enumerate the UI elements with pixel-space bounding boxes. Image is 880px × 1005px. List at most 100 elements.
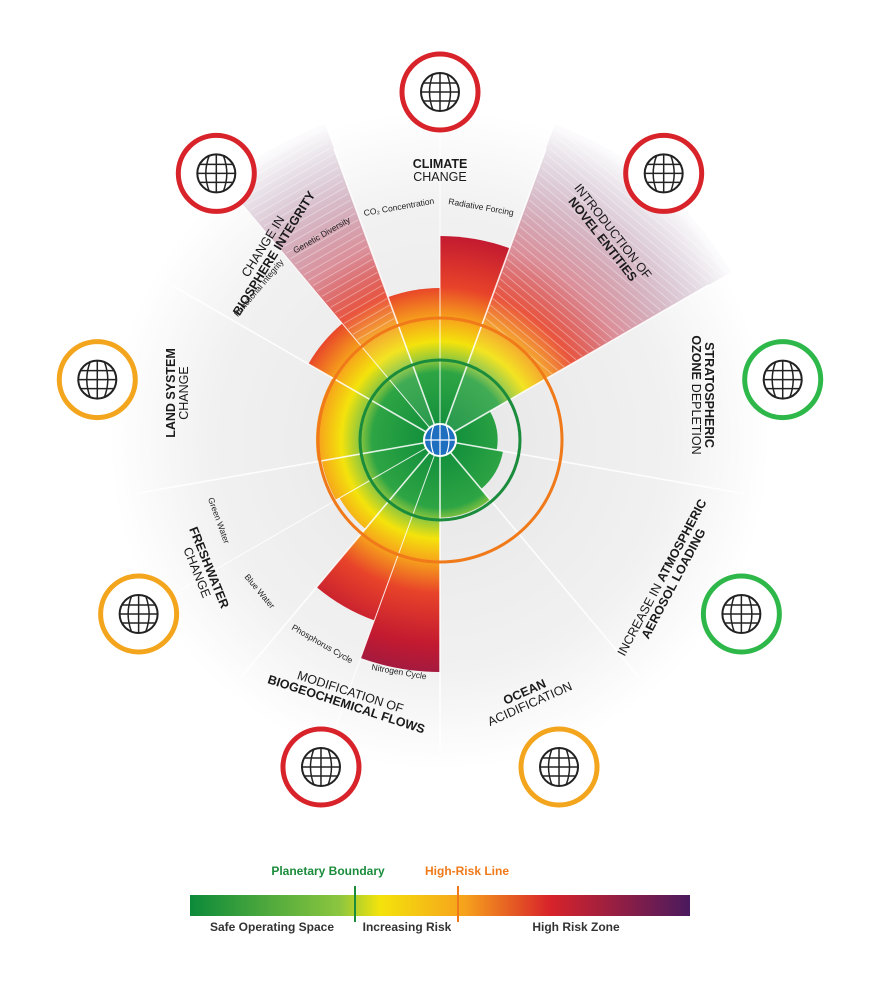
title-run: CLIMATE — [413, 157, 468, 171]
hatch — [241, 147, 331, 200]
hatch — [536, 180, 679, 300]
legend-zone: Increasing Risk — [363, 920, 452, 934]
title-run: DEPLETION — [689, 384, 703, 455]
hatch — [321, 265, 376, 297]
hatch — [348, 304, 390, 330]
hatch — [497, 285, 583, 357]
icon-glyph — [722, 595, 761, 633]
hatch — [268, 186, 346, 233]
hatch — [534, 186, 673, 304]
boundary-icon — [518, 726, 600, 808]
icon-glyph — [119, 595, 158, 633]
divider — [240, 202, 441, 441]
hatch — [514, 239, 625, 332]
hatch — [250, 160, 336, 211]
hatch — [519, 226, 637, 325]
boundary-icon — [742, 339, 824, 421]
hatch — [299, 232, 363, 270]
title-run: CHANGE — [177, 366, 191, 419]
divider — [333, 148, 441, 441]
hatch — [245, 153, 334, 206]
boundary-wedge — [440, 236, 510, 440]
divider — [171, 439, 441, 596]
boundary-wedge — [440, 440, 490, 518]
hatch — [316, 258, 373, 292]
hatch — [343, 298, 388, 324]
icon-glyph — [763, 360, 802, 399]
hatch — [259, 173, 341, 222]
legend-zone: High Risk Zone — [532, 920, 620, 934]
boundary-icon — [280, 726, 362, 808]
hatch — [312, 252, 371, 287]
icon-glyph — [421, 73, 459, 111]
boundary-icon — [175, 132, 257, 214]
hatch — [294, 226, 361, 265]
hatch — [539, 173, 686, 297]
overlay — [134, 127, 746, 750]
hatch — [531, 193, 667, 307]
hatch — [325, 271, 378, 303]
hatch — [509, 252, 613, 339]
legend-boundary: Planetary Boundary — [271, 864, 385, 878]
boundary-wedge — [224, 124, 440, 441]
boundary-icon — [623, 132, 705, 214]
boundary-wedge — [308, 323, 440, 440]
hatch — [487, 311, 559, 371]
boundary-wedge — [321, 440, 440, 500]
hatch — [512, 245, 619, 336]
legend: Planetary Boundary High-Risk Line Safe O… — [190, 864, 690, 934]
hatch — [263, 180, 344, 227]
boundary-wedge — [339, 440, 440, 529]
hatch — [352, 311, 393, 335]
icon-glyph — [197, 154, 236, 193]
hatch — [285, 212, 356, 254]
hatch — [546, 153, 704, 286]
wedges — [224, 124, 731, 672]
hatch — [521, 219, 643, 322]
boundary-wedge — [316, 440, 440, 621]
divider — [171, 284, 441, 441]
boundary-wedge — [440, 440, 504, 490]
title-run: CHANGE — [413, 170, 466, 184]
hatch — [504, 265, 601, 346]
icon-glyph — [78, 360, 117, 399]
divider — [439, 148, 547, 441]
hatch — [526, 206, 655, 315]
divider — [240, 439, 441, 678]
icon-glyph — [301, 748, 340, 787]
hatch — [529, 199, 661, 311]
hatch — [272, 193, 349, 238]
divider — [439, 439, 640, 678]
boundary-title: CLIMATE CHANGE — [413, 157, 468, 184]
boundary-icon — [700, 573, 782, 655]
hatch — [303, 239, 366, 276]
hatch — [517, 232, 631, 329]
hatch — [495, 291, 577, 361]
hatch — [357, 317, 395, 341]
hatch — [334, 285, 383, 314]
hatch — [544, 160, 698, 290]
boundary-icon — [98, 573, 180, 655]
hatch — [308, 245, 368, 281]
hatch — [551, 140, 716, 279]
hatch — [490, 304, 565, 368]
high-risk-ring — [316, 316, 564, 564]
legend-high-risk: High-Risk Line — [425, 864, 509, 878]
divider — [439, 284, 709, 441]
hatch — [553, 134, 722, 275]
divider — [439, 439, 746, 495]
hatch — [339, 291, 385, 319]
boundary-title: LAND SYSTEMCHANGE — [164, 348, 191, 438]
hatch — [276, 199, 351, 243]
center-globe-lines — [424, 424, 456, 456]
hatch — [507, 258, 607, 343]
hatch — [492, 298, 571, 364]
title-run: OZONE — [689, 335, 703, 379]
icon-glyph — [540, 748, 579, 787]
planetary-boundary-ring — [358, 358, 522, 522]
hatch — [290, 219, 358, 260]
title-run: LAND SYSTEM — [164, 348, 178, 438]
boundary-wedge — [316, 378, 440, 462]
legend-bar — [190, 895, 690, 916]
